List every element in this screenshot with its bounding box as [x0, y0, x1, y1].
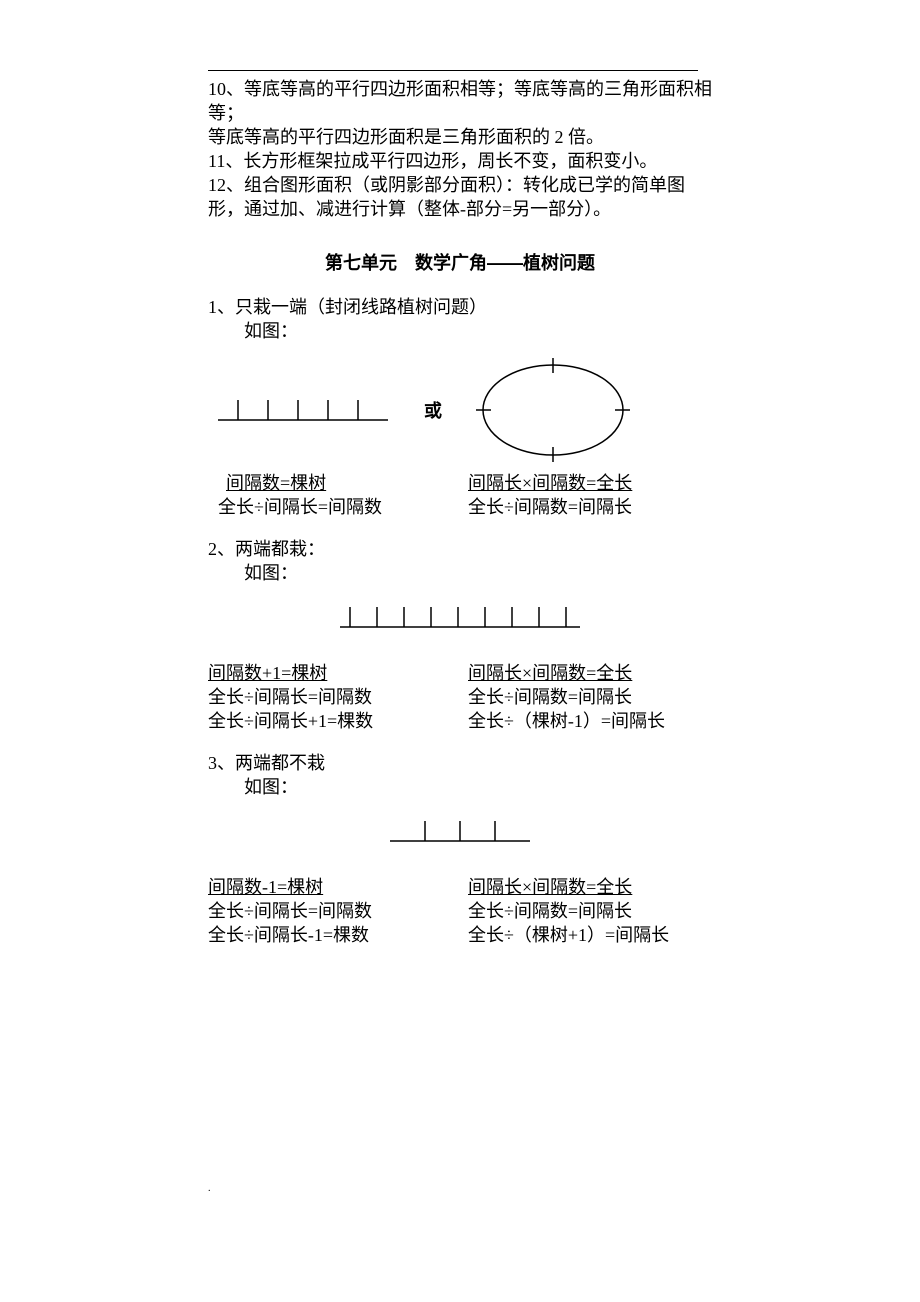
s3-sub: 如图：: [208, 775, 712, 799]
s1-sub: 如图：: [208, 319, 712, 343]
paragraph-12: 12、组合图形面积（或阴影部分面积）：转化成已学的简单图形，通过加、减进行计算（…: [208, 173, 712, 221]
s1-formula-row-2: 全长÷间隔长=间隔数 全长÷间隔数=间隔长: [208, 495, 712, 519]
s2-formula-row-1: 间隔数+1=棵树 间隔长×间隔数=全长: [208, 661, 712, 685]
s3-head: 3、两端都不栽: [208, 751, 712, 775]
f2-l1: 间隔数+1=棵树: [208, 663, 327, 683]
s3-formula-row-2: 全长÷间隔长=间隔数 全长÷间隔数=间隔长: [208, 899, 712, 923]
or-label: 或: [398, 397, 468, 423]
s3-formula-row-3: 全长÷间隔长-1=棵数 全长÷（棵树+1）=间隔长: [208, 923, 712, 947]
f2-l3: 全长÷间隔长+1=棵数: [208, 711, 373, 731]
s1-formula-row-1: 间隔数=棵树 间隔长×间隔数=全长: [208, 471, 712, 495]
f1-r1: 间隔长×间隔数=全长: [468, 473, 632, 493]
paragraph-10b: 等底等高的平行四边形面积是三角形面积的 2 倍。: [208, 125, 712, 149]
s3-diagram-row: [208, 811, 712, 851]
paragraph-11: 11、长方形框架拉成平行四边形，周长不变，面积变小。: [208, 149, 712, 173]
line-diagram-one-end: [208, 385, 398, 435]
header-rule: [208, 70, 698, 71]
s1-head: 1、只栽一端（封闭线路植树问题）: [208, 295, 712, 319]
f3-r2: 全长÷间隔数=间隔长: [468, 901, 632, 921]
f3-l2: 全长÷间隔长=间隔数: [208, 901, 372, 921]
f1-l1: 间隔数=棵树: [208, 473, 326, 493]
header-dot: .: [698, 80, 701, 91]
line-diagram-both-ends: [330, 597, 590, 637]
f2-r1: 间隔长×间隔数=全长: [468, 663, 632, 683]
f1-r2: 全长÷间隔数=间隔长: [468, 497, 632, 517]
footer-dot: .: [208, 1183, 211, 1194]
f3-r1: 间隔长×间隔数=全长: [468, 877, 632, 897]
circle-diagram: [468, 355, 638, 465]
s2-head: 2、两端都栽：: [208, 537, 712, 561]
s3-formula-row-1: 间隔数-1=棵树 间隔长×间隔数=全长: [208, 875, 712, 899]
f2-r3: 全长÷（棵树-1）=间隔长: [468, 711, 665, 731]
s1-diagram-row: 或: [208, 355, 712, 465]
s2-formula-row-2: 全长÷间隔长=间隔数 全长÷间隔数=间隔长: [208, 685, 712, 709]
f3-l1: 间隔数-1=棵树: [208, 877, 323, 897]
paragraph-10: 10、等底等高的平行四边形面积相等；等底等高的三角形面积相等；: [208, 77, 712, 125]
f1-l2: 全长÷间隔长=间隔数: [208, 497, 382, 517]
s2-formula-row-3: 全长÷间隔长+1=棵数 全长÷（棵树-1）=间隔长: [208, 709, 712, 733]
f2-r2: 全长÷间隔数=间隔长: [468, 687, 632, 707]
f2-l2: 全长÷间隔长=间隔数: [208, 687, 372, 707]
s2-diagram-row: [208, 597, 712, 637]
s2-sub: 如图：: [208, 561, 712, 585]
line-diagram-neither-end: [380, 811, 540, 851]
page: . 10、等底等高的平行四边形面积相等；等底等高的三角形面积相等； 等底等高的平…: [0, 0, 920, 1302]
section-title: 第七单元 数学广角——植树问题: [208, 249, 712, 275]
f3-r3: 全长÷（棵树+1）=间隔长: [468, 925, 669, 945]
f3-l3: 全长÷间隔长-1=棵数: [208, 925, 369, 945]
